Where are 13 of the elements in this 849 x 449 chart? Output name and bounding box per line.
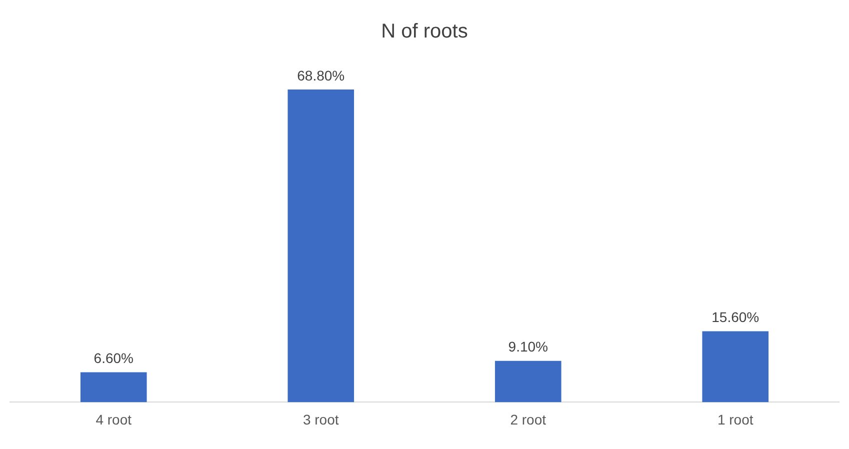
chart-title: N of roots <box>381 20 468 43</box>
bar <box>288 89 354 402</box>
bar <box>702 331 769 402</box>
x-tick-label: 3 root <box>302 411 339 428</box>
bar <box>80 372 147 402</box>
x-tick-label: 2 root <box>510 411 546 428</box>
bar <box>494 360 562 402</box>
data-label: 68.80% <box>297 67 345 84</box>
data-label: 9.10% <box>508 338 548 355</box>
x-tick-label: 4 root <box>96 411 132 428</box>
data-label: 6.60% <box>94 350 134 366</box>
data-label: 15.60% <box>712 309 760 326</box>
x-tick-label: 1 root <box>717 411 754 428</box>
